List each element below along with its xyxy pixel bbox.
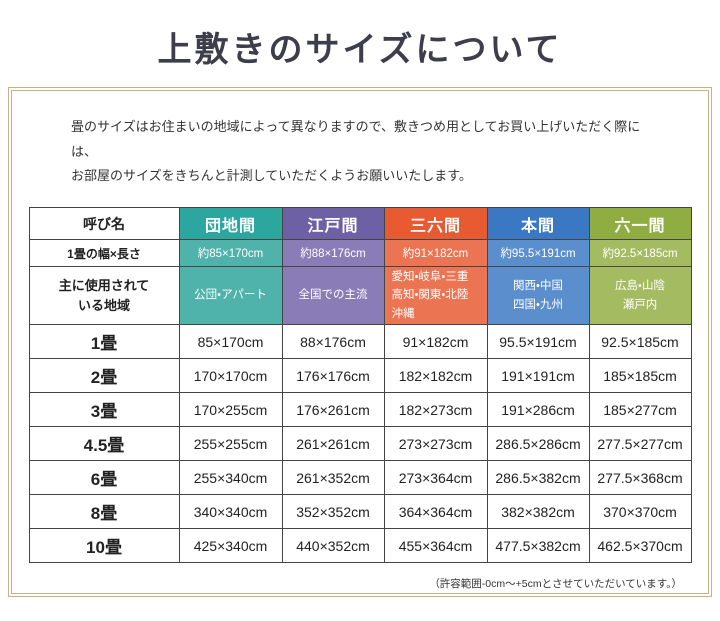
value-cell: 170×170cm <box>178 358 283 394</box>
value-cell: 88×176cm <box>281 324 385 360</box>
region-cell: 広島・山陰 瀬戸内 <box>588 266 692 326</box>
value-cell: 255×255cm <box>178 426 283 462</box>
intro-text: 畳のサイズはお住まいの地域によって異なりますので、敷きつめ用としてお買い上げいた… <box>71 115 649 189</box>
column-header-sanrokuma: 三六間 <box>383 207 488 241</box>
size-row: 1畳の幅×長さ 約85×170cm 約88×176cm 約91×182cm 約9… <box>28 239 692 268</box>
value-cell: 286.5×382cm <box>486 460 590 496</box>
value-cell: 382×382cm <box>486 494 590 530</box>
size-cell: 約91×182cm <box>383 239 488 268</box>
region-cell: 全国での主流 <box>281 266 385 326</box>
row-label: 3畳 <box>28 392 180 428</box>
value-cell: 95.5×191cm <box>486 324 590 360</box>
row-label: 8畳 <box>28 494 180 530</box>
table-row-4-5jo: 4.5畳 255×255cm 261×261cm 273×273cm 286.5… <box>28 426 692 462</box>
row-label: 6畳 <box>28 460 180 496</box>
table-row-6jo: 6畳 255×340cm 261×352cm 273×364cm 286.5×3… <box>28 460 692 496</box>
region-row: 主に使用されて いる地域 公団・アパート 全国での主流 愛知・岐阜・三重 高知・… <box>28 266 692 326</box>
column-header-edoma: 江戸間 <box>281 207 385 241</box>
value-cell: 91×182cm <box>383 324 488 360</box>
value-cell: 352×352cm <box>281 494 385 530</box>
value-cell: 185×277cm <box>588 392 692 428</box>
size-row-label: 1畳の幅×長さ <box>28 239 180 268</box>
value-cell: 261×352cm <box>281 460 385 496</box>
tolerance-note: （許容範囲-0cm～+5cmとさせていただいています。） <box>429 578 682 591</box>
column-header-rokuichima: 六一間 <box>588 207 692 241</box>
size-cell: 約95.5×191cm <box>486 239 590 268</box>
value-cell: 85×170cm <box>178 324 283 360</box>
value-cell: 440×352cm <box>281 528 385 564</box>
value-cell: 182×273cm <box>383 392 488 428</box>
value-cell: 462.5×370cm <box>588 528 692 564</box>
value-cell: 191×286cm <box>486 392 590 428</box>
value-cell: 425×340cm <box>178 528 283 564</box>
intro-line-1: 畳のサイズはお住まいの地域によって異なりますので、敷きつめ用としてお買い上げいた… <box>71 119 641 159</box>
region-row-label: 主に使用されて いる地域 <box>28 266 180 326</box>
row-label: 2畳 <box>28 358 180 394</box>
region-cell: 愛知・岐阜・三重 高知・関東・北陸 沖縄 <box>383 266 488 326</box>
intro-line-2: お部屋のサイズをきちんと計測していただくようお願いいたします。 <box>71 168 472 184</box>
table-row-10jo: 10畳 425×340cm 440×352cm 455×364cm 477.5×… <box>28 528 692 564</box>
header-row: 呼び名 団地間 江戸間 三六間 本間 六一間 <box>28 207 692 241</box>
value-cell: 92.5×185cm <box>588 324 692 360</box>
value-cell: 182×182cm <box>383 358 488 394</box>
table-row-3jo: 3畳 170×255cm 176×261cm 182×273cm 191×286… <box>28 392 692 428</box>
region-cell: 公団・アパート <box>178 266 283 326</box>
size-cell: 約88×176cm <box>281 239 385 268</box>
region-cell: 関西・中国 四国・九州 <box>486 266 590 326</box>
value-cell: 176×261cm <box>281 392 385 428</box>
table-row-8jo: 8畳 340×340cm 352×352cm 364×364cm 382×382… <box>28 494 692 530</box>
value-cell: 477.5×382cm <box>486 528 590 564</box>
row-label: 10畳 <box>28 528 180 564</box>
column-header-honma: 本間 <box>486 207 590 241</box>
value-cell: 261×261cm <box>281 426 385 462</box>
value-cell: 277.5×277cm <box>588 426 692 462</box>
column-header-danchima: 団地間 <box>178 207 283 241</box>
value-cell: 273×273cm <box>383 426 488 462</box>
tatami-size-table: 呼び名 団地間 江戸間 三六間 本間 六一間 1畳の幅×長さ 約85×170cm… <box>28 207 692 564</box>
value-cell: 277.5×368cm <box>588 460 692 496</box>
row-label: 1畳 <box>28 324 180 360</box>
page-title: 上敷きのサイズについて <box>157 32 563 69</box>
content-frame: 畳のサイズはお住まいの地域によって異なりますので、敷きつめ用としてお買い上げいた… <box>8 87 712 597</box>
table-row-2jo: 2畳 170×170cm 176×176cm 182×182cm 191×191… <box>28 358 692 394</box>
table-row-1jo: 1畳 85×170cm 88×176cm 91×182cm 95.5×191cm… <box>28 324 692 360</box>
corner-header: 呼び名 <box>28 207 180 241</box>
value-cell: 286.5×286cm <box>486 426 590 462</box>
value-cell: 191×191cm <box>486 358 590 394</box>
value-cell: 455×364cm <box>383 528 488 564</box>
value-cell: 340×340cm <box>178 494 283 530</box>
value-cell: 170×255cm <box>178 392 283 428</box>
row-label: 4.5畳 <box>28 426 180 462</box>
value-cell: 273×364cm <box>383 460 488 496</box>
size-cell: 約85×170cm <box>178 239 283 268</box>
value-cell: 370×370cm <box>588 494 692 530</box>
size-cell: 約92.5×185cm <box>588 239 692 268</box>
value-cell: 364×364cm <box>383 494 488 530</box>
value-cell: 176×176cm <box>281 358 385 394</box>
value-cell: 255×340cm <box>178 460 283 496</box>
value-cell: 185×185cm <box>588 358 692 394</box>
